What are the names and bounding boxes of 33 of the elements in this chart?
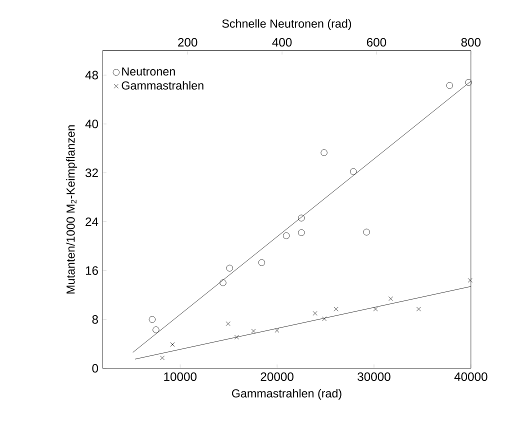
point: [170, 342, 175, 347]
x-tick-label: 10000: [164, 372, 197, 382]
x2-tick-label: 800: [461, 38, 481, 47]
point: [160, 356, 165, 360]
point: [373, 306, 378, 312]
x-tick-label: 40000: [454, 372, 488, 382]
point: [226, 322, 230, 326]
y-tick-label: 48: [85, 70, 98, 80]
point: [388, 296, 394, 301]
point: [274, 328, 280, 333]
y-tick-label: 0: [92, 364, 98, 373]
point: [468, 278, 472, 283]
x-tick-label: 20000: [260, 372, 294, 382]
legend-label: Neutronen: [122, 67, 175, 76]
y-tick-label: 24: [86, 218, 98, 226]
x2-tick-label: 400: [272, 38, 292, 47]
x-axis-title: Gammastrahlen (rad): [232, 388, 342, 400]
point: [334, 306, 338, 312]
x2-tick-label: 600: [366, 38, 386, 47]
point: [322, 316, 327, 322]
x2-axis-title: Schnelle Neutronen (rad): [222, 19, 352, 30]
point: [234, 334, 239, 340]
point: [312, 311, 318, 316]
point: [416, 306, 421, 312]
legend-label: Gammastrahlen: [122, 81, 204, 90]
y-tick-label: 40: [85, 120, 98, 128]
x-tick-label: 30000: [358, 372, 390, 382]
y-axis-title: Mutanten/1000 M$_{2}$-Keimpflanzen: [66, 125, 78, 294]
point: [251, 328, 256, 334]
y-tick-label: 8: [92, 315, 98, 324]
x2-tick-label: 200: [178, 38, 198, 47]
y-tick-label: 16: [86, 266, 98, 275]
y-tick-label: 32: [85, 168, 98, 178]
